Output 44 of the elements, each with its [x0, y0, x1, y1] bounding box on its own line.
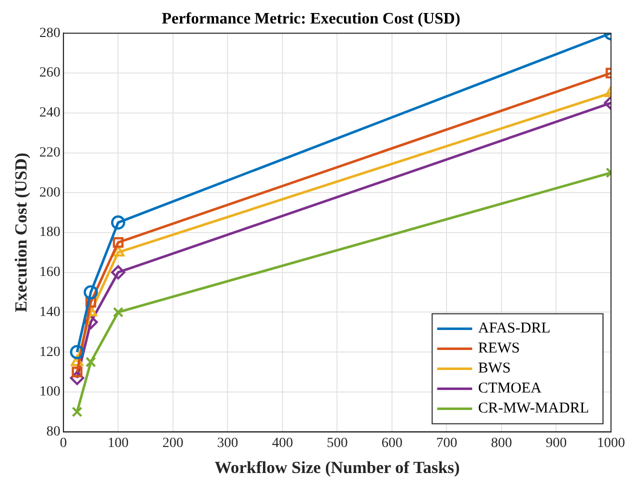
- x-axis-title: Workflow Size (Number of Tasks): [214, 458, 460, 478]
- legend-label: BWS: [478, 360, 511, 377]
- y-tick-label: 280: [39, 26, 60, 41]
- y-tick-label: 200: [39, 185, 60, 200]
- point: [112, 237, 124, 248]
- x-tick-label: 400: [272, 436, 293, 451]
- point: [70, 370, 84, 386]
- point: [72, 406, 82, 418]
- point: [112, 306, 124, 318]
- y-tick-label: 240: [39, 106, 60, 121]
- legend-label: AFAS-DRL: [478, 320, 550, 337]
- legend-label: REWS: [478, 340, 520, 357]
- point: [72, 366, 82, 378]
- x-tick-label: 900: [546, 436, 567, 451]
- point: [85, 356, 96, 368]
- point: [84, 285, 98, 300]
- x-tick-label: 1000: [597, 436, 625, 451]
- x-tick-label: 600: [381, 436, 402, 451]
- y-tick-label: 120: [39, 344, 60, 360]
- point: [112, 245, 124, 257]
- x-tick-label: 300: [217, 436, 238, 451]
- point: [111, 265, 126, 280]
- x-tick-label: 100: [108, 436, 129, 451]
- point: [84, 315, 98, 330]
- legend-label: CTMOEA: [478, 380, 542, 397]
- x-tick-label: 700: [436, 436, 458, 451]
- legend-label: CR-MW-MADRL: [478, 400, 590, 417]
- point: [111, 215, 126, 230]
- y-tick-label: 140: [39, 304, 60, 320]
- y-tick-label: 160: [39, 265, 60, 280]
- y-tick-label: 100: [39, 384, 60, 400]
- x-tick-label: 800: [490, 436, 512, 451]
- point: [70, 344, 84, 360]
- y-tick-label: 180: [39, 225, 60, 240]
- x-tick-label: 0: [60, 436, 67, 451]
- point: [70, 354, 84, 366]
- y-tick-label: 80: [46, 424, 60, 440]
- point: [85, 296, 96, 308]
- y-tick-label: 220: [39, 145, 60, 160]
- chart-title: Performance Metric: Execution Cost (USD): [162, 10, 460, 28]
- y-tick-label: 260: [39, 66, 60, 81]
- x-tick-label: 500: [326, 436, 348, 451]
- y-axis-title: Execution Cost (USD): [12, 152, 31, 312]
- x-tick-label: 200: [162, 436, 184, 451]
